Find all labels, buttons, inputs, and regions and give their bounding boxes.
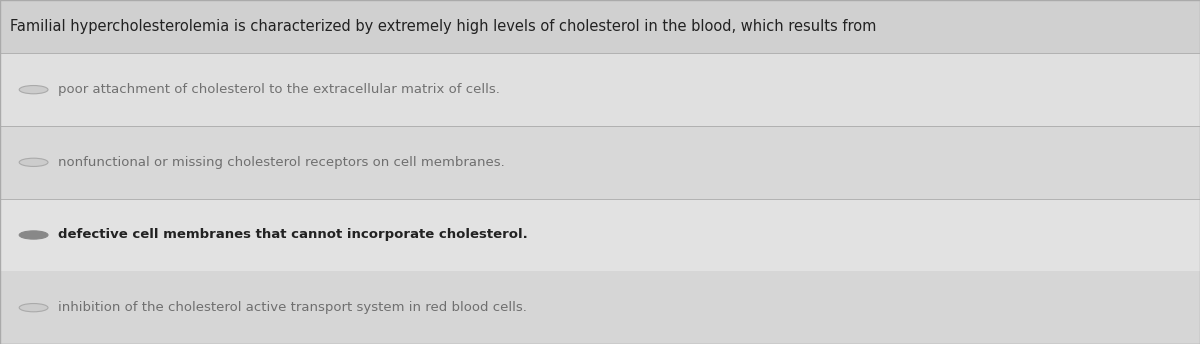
FancyBboxPatch shape bbox=[0, 0, 1200, 53]
Text: Familial hypercholesterolemia is characterized by extremely high levels of chole: Familial hypercholesterolemia is charact… bbox=[10, 19, 876, 34]
Circle shape bbox=[19, 303, 48, 312]
FancyBboxPatch shape bbox=[0, 53, 1200, 126]
Text: defective cell membranes that cannot incorporate cholesterol.: defective cell membranes that cannot inc… bbox=[58, 228, 527, 241]
Text: poor attachment of cholesterol to the extracellular matrix of cells.: poor attachment of cholesterol to the ex… bbox=[58, 83, 499, 96]
Circle shape bbox=[19, 231, 48, 239]
FancyBboxPatch shape bbox=[0, 199, 1200, 271]
Circle shape bbox=[19, 158, 48, 166]
Text: inhibition of the cholesterol active transport system in red blood cells.: inhibition of the cholesterol active tra… bbox=[58, 301, 527, 314]
Circle shape bbox=[19, 86, 48, 94]
Text: nonfunctional or missing cholesterol receptors on cell membranes.: nonfunctional or missing cholesterol rec… bbox=[58, 156, 504, 169]
FancyBboxPatch shape bbox=[0, 271, 1200, 344]
FancyBboxPatch shape bbox=[0, 126, 1200, 199]
